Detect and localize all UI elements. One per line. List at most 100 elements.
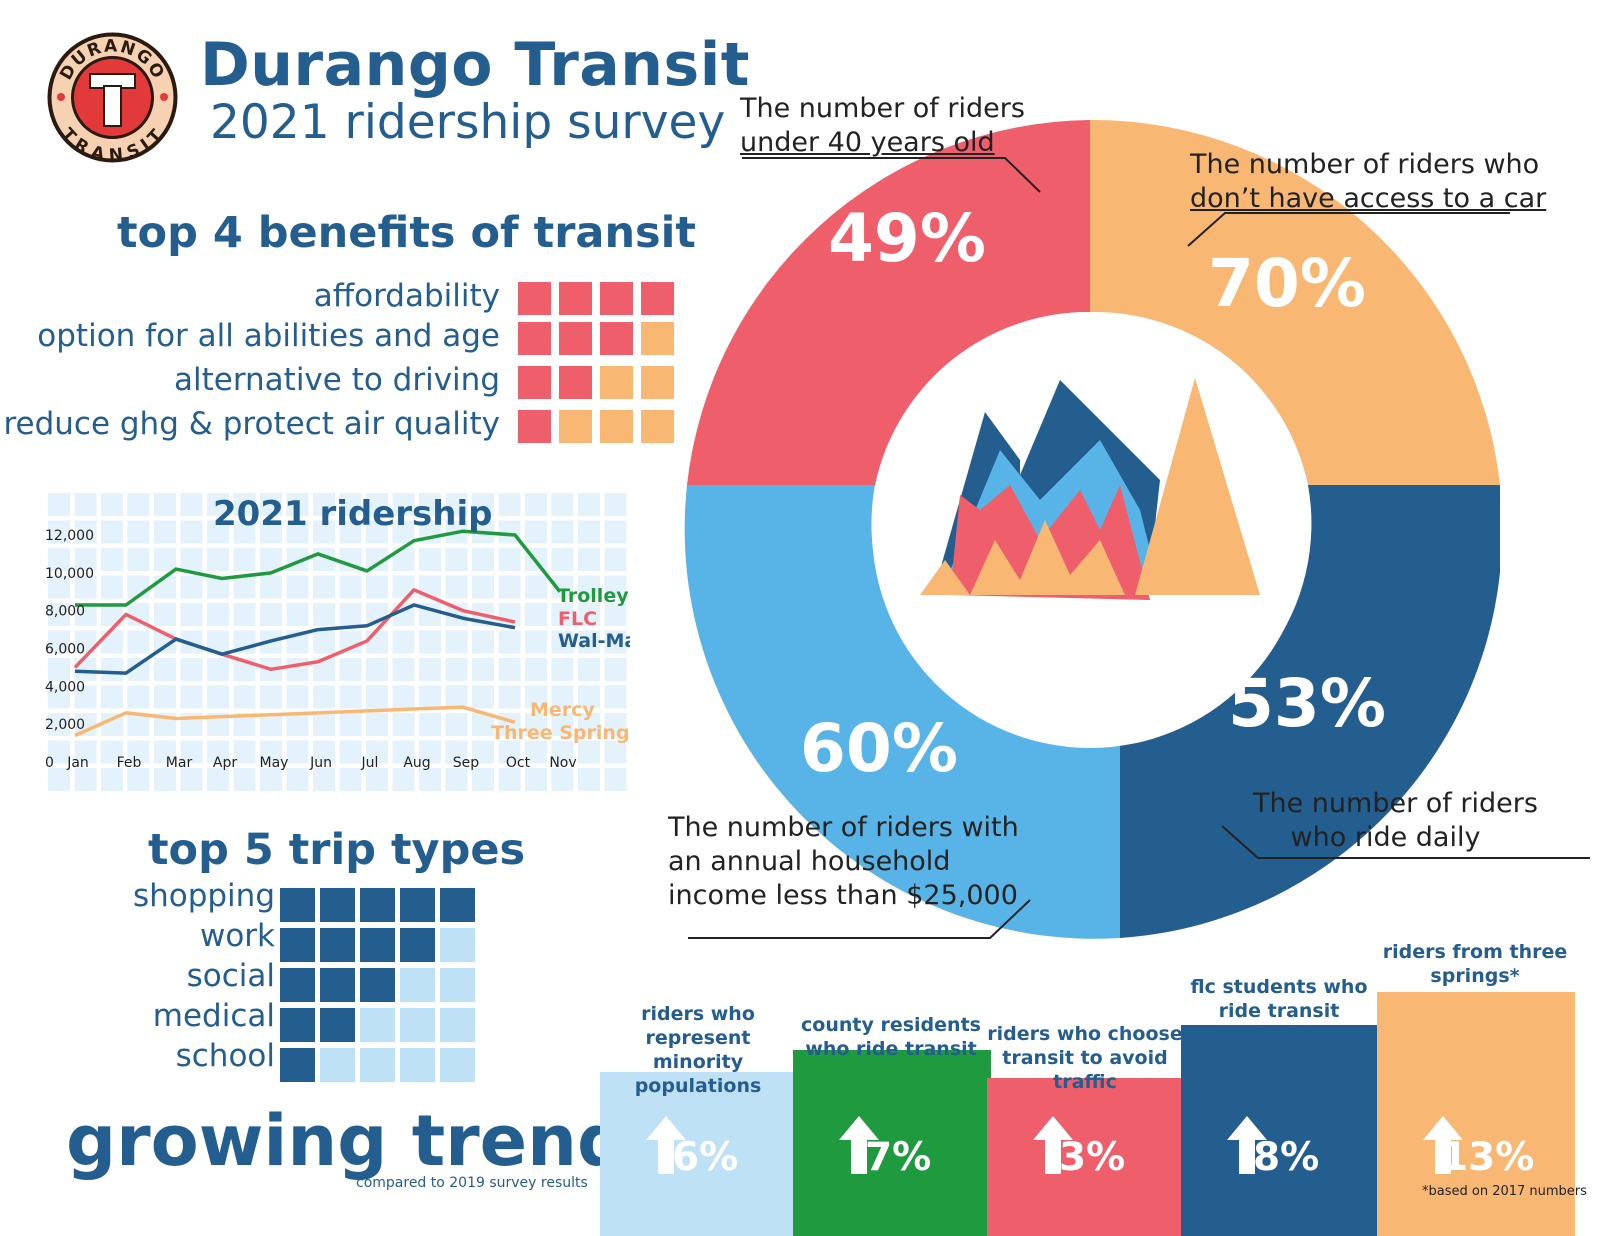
series-label: FLC <box>558 608 597 630</box>
chart-grid-tile <box>392 493 415 516</box>
chart-grid-tile <box>48 575 70 599</box>
chart-grid-tile <box>525 630 547 654</box>
trip-square <box>280 888 315 922</box>
chart-grid-tile <box>260 685 282 709</box>
chart-grid-tile <box>233 493 256 516</box>
trend-value: 3% <box>1059 1135 1126 1180</box>
chart-grid-tile <box>127 713 150 736</box>
chart-grid-tile <box>498 548 521 571</box>
series-label: Three Springs <box>491 722 630 744</box>
chart-grid-tile <box>551 630 574 654</box>
chart-grid-tile <box>180 740 203 764</box>
chart-grid-tile <box>472 548 494 571</box>
chart-grid-tile <box>445 658 468 681</box>
trip-square <box>440 888 475 922</box>
logo: DURANGO TRANSIT <box>45 30 180 166</box>
chart-grid-tile <box>578 740 600 764</box>
trend-bar <box>987 1078 1185 1236</box>
chart-grid-tile <box>180 493 203 516</box>
chart-grid-tile <box>339 713 362 736</box>
chart-title: 2021 ridership <box>213 494 493 534</box>
chart-grid-tile <box>578 768 600 791</box>
chart-grid-tile <box>551 603 574 626</box>
benefit-label: option for all abilities and age <box>37 318 500 354</box>
trip-square <box>320 1048 355 1082</box>
chart-grid-tile <box>498 685 521 709</box>
trip-square <box>360 1008 395 1042</box>
chart-grid-tile <box>233 520 256 544</box>
chart-grid-tile <box>233 575 256 599</box>
trip-square <box>440 1048 475 1082</box>
label-income: The number of riders with an annual hous… <box>668 812 1019 911</box>
chart-grid-tile <box>101 658 123 681</box>
chart-grid-tile <box>207 768 229 791</box>
chart-grid-tile <box>313 575 335 599</box>
chart-grid-tile <box>578 603 600 626</box>
series-line-wal-mart <box>74 603 516 675</box>
chart-grid-tile <box>472 630 494 654</box>
chart-grid-tile <box>207 575 229 599</box>
trip-square <box>440 968 475 1002</box>
chart-grid-tile <box>101 685 123 709</box>
trip-square <box>320 928 355 962</box>
chart-grid-tile <box>101 603 123 626</box>
chart-grid-tile <box>154 685 176 709</box>
chart-grid-tile <box>286 740 309 764</box>
chart-grid-tile <box>392 520 415 544</box>
chart-grid-tile <box>286 603 309 626</box>
x-tick-label: Feb <box>117 755 142 771</box>
chart-grid-tile <box>127 740 150 764</box>
trend-bar <box>1377 992 1575 1236</box>
chart-grid-tile <box>127 603 150 626</box>
chart-grid-tile <box>127 768 150 791</box>
benefits-title: top 4 benefits of transit <box>117 208 696 258</box>
chart-grid-tile <box>339 658 362 681</box>
chart-grid-tile <box>525 685 547 709</box>
benefit-square <box>641 410 674 443</box>
trip-square <box>280 1008 315 1042</box>
trend-label: county residents who ride transit <box>801 1014 981 1060</box>
chart-grid-tile <box>74 575 97 599</box>
chart-grid-tile <box>286 520 309 544</box>
chart-grid-tile <box>525 768 547 791</box>
chart-grid-tile <box>604 630 627 654</box>
chart-grid-tile <box>392 713 415 736</box>
chart-grid-tile <box>207 520 229 544</box>
chart-grid-tile <box>525 713 547 736</box>
y-tick-label: 12,000 <box>45 528 94 544</box>
chart-grid-tile <box>207 685 229 709</box>
trends-subtitle: compared to 2019 survey results <box>356 1175 588 1191</box>
x-tick-label: Sep <box>453 755 480 771</box>
chart-grid-tile <box>74 740 97 764</box>
chart-grid-tile <box>525 575 547 599</box>
benefit-square <box>518 366 551 399</box>
chart-grid-tile <box>604 548 627 571</box>
chart-grid-tile <box>48 658 70 681</box>
chart-grid-tile <box>498 493 521 516</box>
chart-grid-tile <box>578 548 600 571</box>
chart-grid-tile <box>604 603 627 626</box>
chart-grid-tile <box>445 740 468 764</box>
chart-grid-tile <box>74 630 97 654</box>
mountains-illustration <box>920 378 1260 600</box>
chart-grid-tile <box>498 768 521 791</box>
chart-grid-tile <box>101 575 123 599</box>
pct-no-car: 70% <box>1208 245 1366 322</box>
chart-grid-tile <box>604 768 627 791</box>
chart-grid-tile <box>48 713 70 736</box>
trip-square <box>320 888 355 922</box>
series-line-flc <box>73 588 516 672</box>
chart-grid-tile <box>180 768 203 791</box>
chart-grid-tile <box>101 713 123 736</box>
chart-grid-tile <box>551 685 574 709</box>
benefit-square <box>518 410 551 443</box>
chart-grid-tile <box>154 548 176 571</box>
chart-grid-tile <box>313 493 335 516</box>
chart-grid-tile <box>233 548 256 571</box>
benefit-square <box>559 366 592 399</box>
chart-grid-tile <box>101 493 123 516</box>
chart-grid-tile <box>392 548 415 571</box>
y-tick-label: 6,000 <box>45 642 85 658</box>
trip-square <box>400 928 435 962</box>
